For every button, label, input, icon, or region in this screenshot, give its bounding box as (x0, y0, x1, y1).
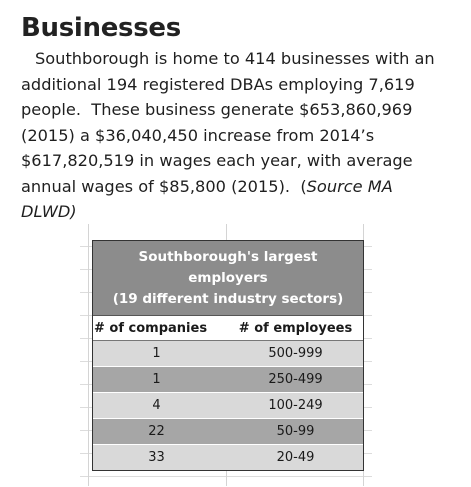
cell-employees: 100-249 (228, 392, 363, 419)
employers-table: Southborough's largest employers (19 dif… (92, 240, 364, 471)
cell-companies: 33 (93, 444, 228, 470)
source-citation: Source MA DLWD) (21, 176, 398, 222)
table-header-row: # of companies # of employees (93, 316, 363, 341)
employers-data-table: # of companies # of employees 1 500-999 … (93, 316, 363, 470)
table-row: 1 500-999 (93, 340, 363, 367)
cell-employees: 250-499 (228, 366, 363, 393)
table-title-line-1: Southborough's largest employers (138, 249, 318, 286)
cell-companies: 1 (93, 366, 228, 393)
header-employees: # of employees (228, 316, 363, 341)
business-summary-paragraph: Southborough is home to 414 businesses w… (21, 46, 441, 225)
table-title-line-2: (19 different industry sectors) (112, 291, 344, 307)
table-title: Southborough's largest employers (19 dif… (93, 241, 363, 316)
cell-employees: 500-999 (228, 340, 363, 367)
summary-text: Southborough is home to 414 businesses w… (21, 49, 440, 196)
cell-employees: 50-99 (228, 418, 363, 445)
table-row: 1 250-499 (93, 366, 363, 393)
table-row: 4 100-249 (93, 392, 363, 419)
header-companies: # of companies (93, 316, 228, 341)
table-row: 33 20-49 (93, 444, 363, 470)
table-row: 22 50-99 (93, 418, 363, 445)
cell-companies: 1 (93, 340, 228, 367)
cell-employees: 20-49 (228, 444, 363, 470)
cell-companies: 22 (93, 418, 228, 445)
grid-line (88, 224, 89, 486)
cell-companies: 4 (93, 392, 228, 419)
section-heading: Businesses (21, 13, 181, 43)
